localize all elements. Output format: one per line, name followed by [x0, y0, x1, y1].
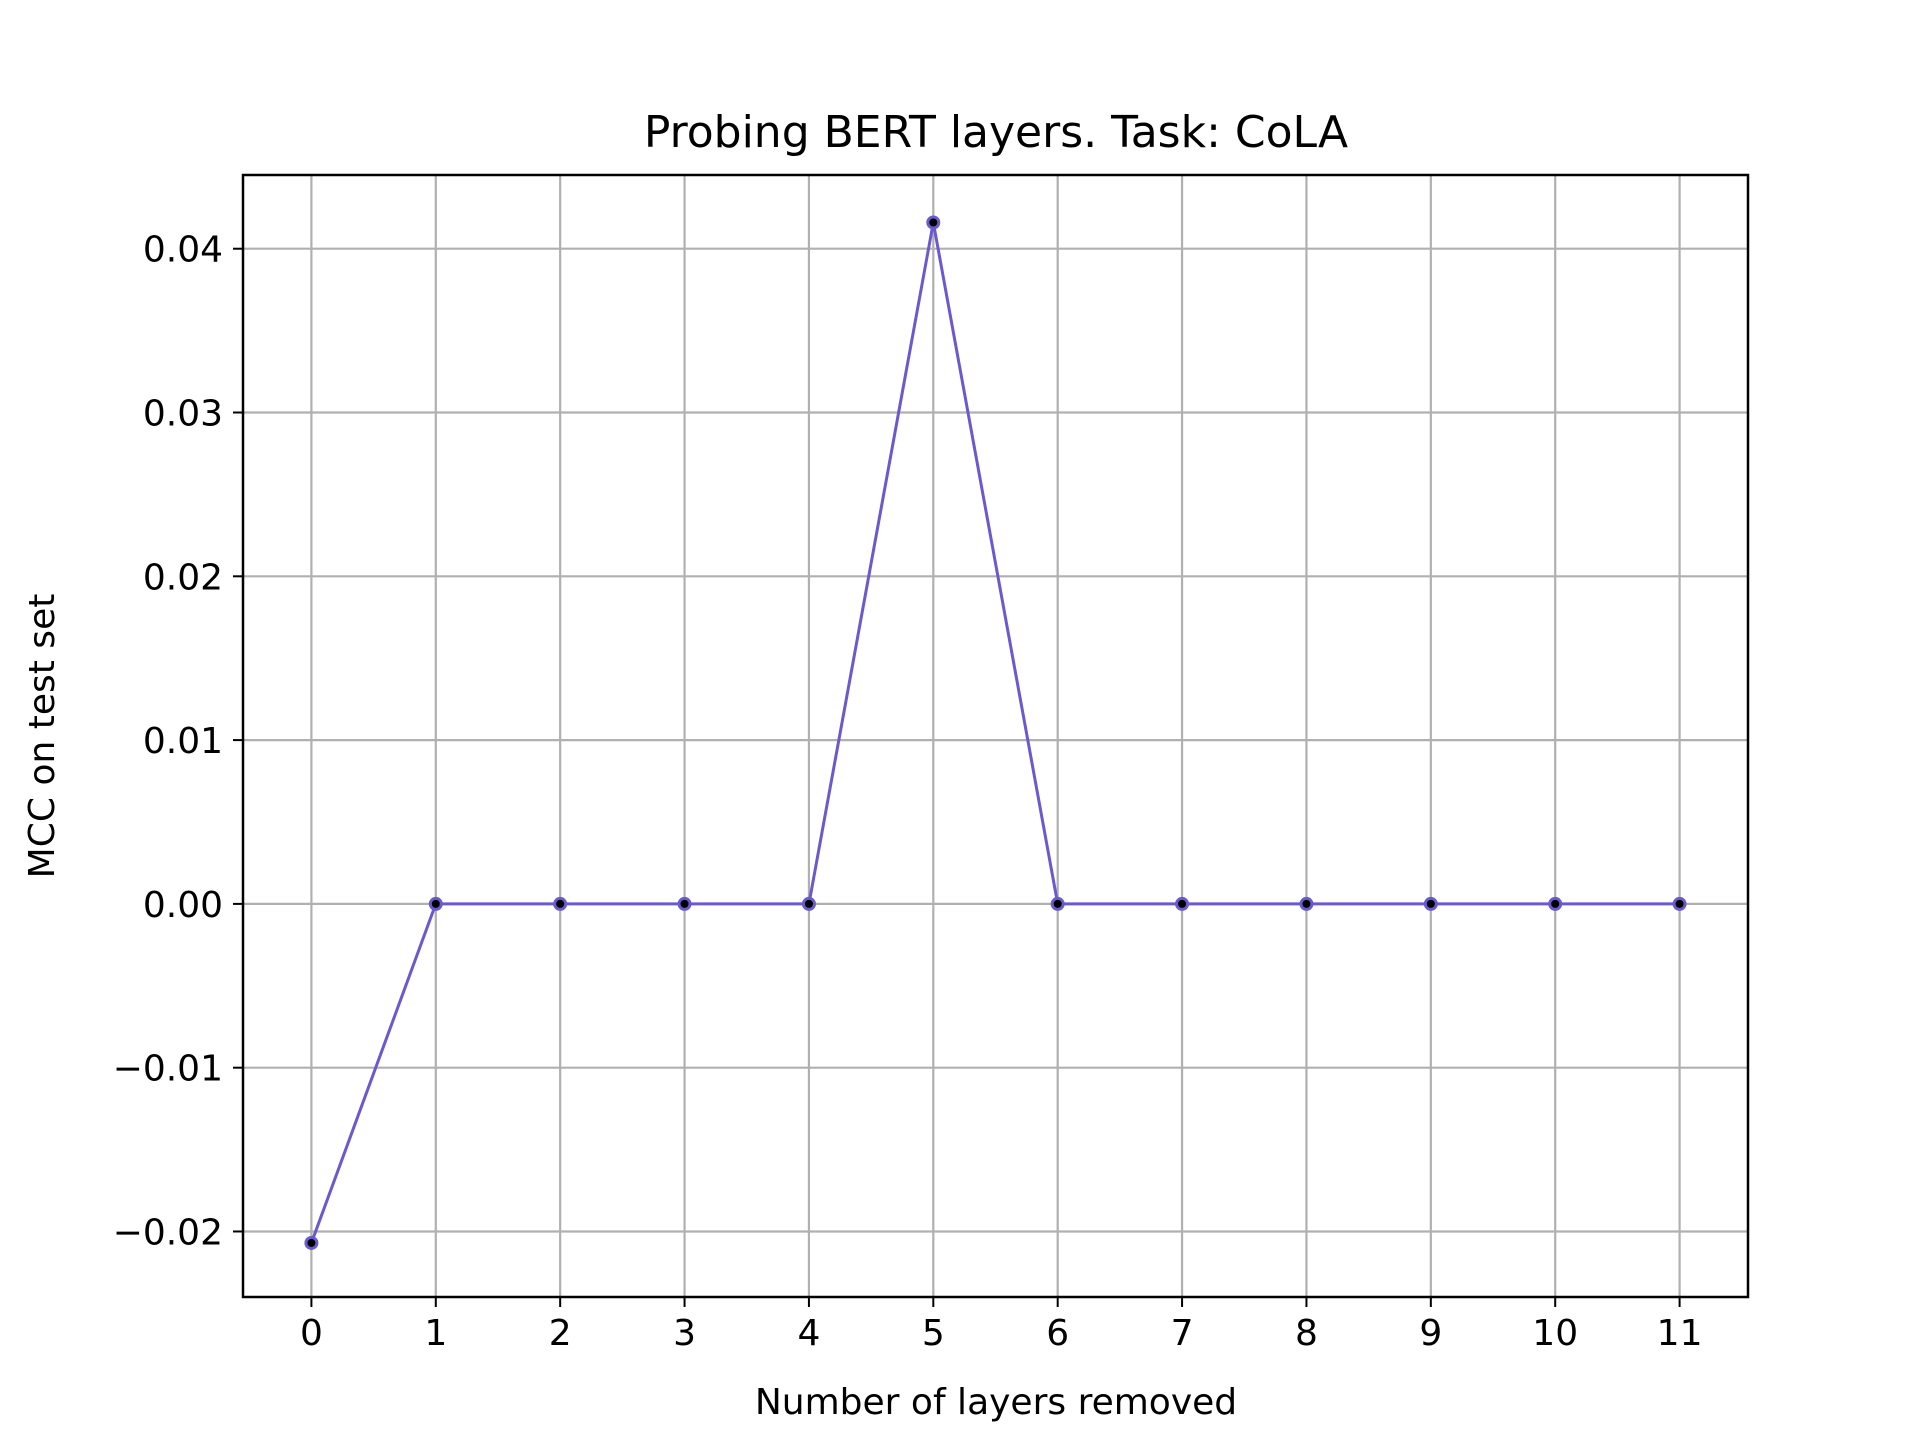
x-tick-label: 4	[797, 1313, 820, 1354]
y-tick-label: 0.04	[143, 230, 223, 271]
data-point	[304, 1235, 319, 1250]
y-tick-label: 0.01	[143, 721, 223, 762]
data-point	[1050, 896, 1065, 911]
x-tick-label: 6	[1046, 1313, 1069, 1354]
y-tick-label: −0.02	[113, 1212, 223, 1253]
data-point	[1423, 896, 1438, 911]
x-tick-label: 7	[1171, 1313, 1194, 1354]
x-tick-label: 9	[1419, 1313, 1442, 1354]
series-line	[310, 222, 1680, 1244]
y-tick-label: 0.02	[143, 557, 223, 598]
x-tick-label: 0	[300, 1313, 323, 1354]
x-tick-label: 3	[673, 1313, 696, 1354]
ticks: 0 1 2 3 4 5 6 7 8 9 10 11 −0.02 −0.01 0.00 0.01 0.02 0.03…	[113, 230, 1703, 1354]
plot-frame	[241, 173, 1750, 1299]
data-point	[1299, 896, 1314, 911]
x-axis-label: Number of layers removed	[755, 1382, 1237, 1423]
data-point	[677, 896, 692, 911]
x-tick-label: 10	[1532, 1313, 1578, 1354]
chart-title: Probing BERT layers. Task: CoLA	[644, 107, 1348, 158]
y-tick-label: 0.00	[143, 885, 223, 926]
y-axis-label: MCC on test set	[22, 594, 63, 879]
x-tick-label: 11	[1657, 1313, 1703, 1354]
series-layer	[304, 215, 1687, 1250]
data-point	[926, 215, 941, 230]
data-point	[428, 896, 443, 911]
x-tick-label: 2	[549, 1313, 572, 1354]
y-tick-label: −0.01	[113, 1049, 223, 1090]
data-point	[553, 896, 568, 911]
x-tick-label: 8	[1295, 1313, 1318, 1354]
x-tick-label: 5	[922, 1313, 945, 1354]
grid	[243, 175, 1748, 1297]
data-point	[1672, 896, 1687, 911]
y-tick-label: 0.03	[143, 394, 223, 435]
x-tick-label: 1	[424, 1313, 447, 1354]
data-point	[801, 896, 816, 911]
data-point	[1175, 896, 1190, 911]
data-point	[1548, 896, 1563, 911]
